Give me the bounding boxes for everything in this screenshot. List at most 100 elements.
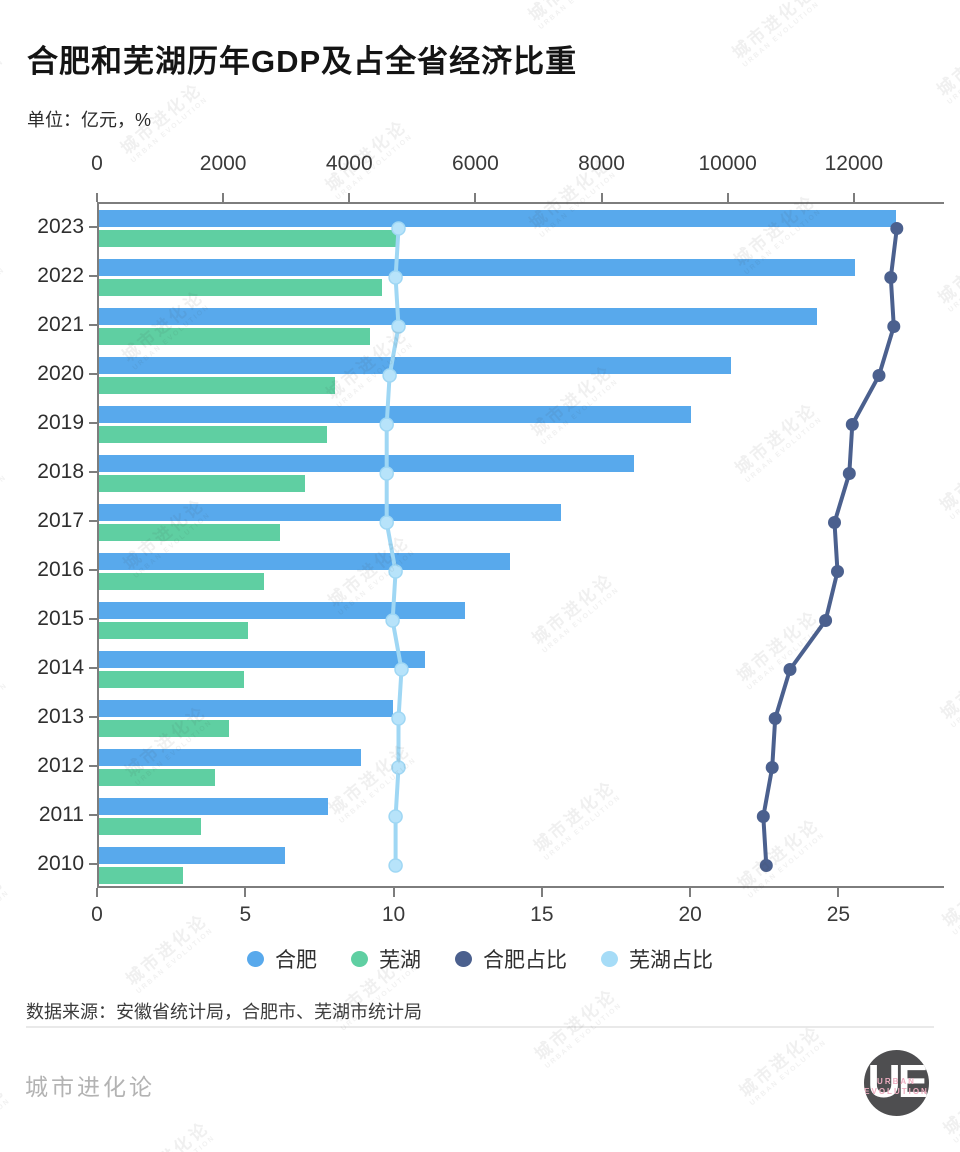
year-tick (89, 323, 97, 326)
year-label-2018: 2018 (37, 459, 84, 483)
hefei-share-point (831, 565, 844, 578)
year-label-2014: 2014 (37, 655, 84, 679)
logo-monogram: UE (867, 1055, 929, 1107)
brand-logo: UE URBAN EVOLUTION (864, 1050, 929, 1116)
top-axis-tick-label: 4000 (325, 152, 373, 175)
legend-item-合肥占比: 合肥占比 (455, 944, 567, 974)
year-tick (89, 568, 97, 571)
hefei-share-point (783, 663, 797, 676)
year-tick (89, 666, 97, 669)
year-tick (89, 862, 97, 865)
wuhu-share-point (391, 760, 406, 775)
legend-dot (351, 951, 368, 967)
hefei-share-point (884, 271, 898, 284)
wuhu-gdp-bar (99, 279, 383, 296)
hefei-share-point (756, 810, 770, 823)
bottom-axis-tick-label: 5 (239, 903, 252, 926)
top-axis-tick-label: 10000 (698, 152, 757, 175)
top-axis-tick (726, 193, 729, 202)
legend-item-合肥: 合肥 (247, 944, 317, 974)
legend-dot (247, 951, 264, 967)
legend-dot (455, 951, 472, 967)
plot-area (97, 202, 944, 888)
legend-label: 芜湖占比 (629, 949, 713, 972)
wuhu-share-point (379, 515, 394, 530)
bar-row-2017 (99, 498, 944, 547)
bottom-axis-tick (96, 888, 98, 897)
bar-row-2014 (99, 645, 944, 694)
hefei-share-point (765, 761, 779, 774)
bottom-axis-tick-label: 0 (91, 903, 103, 926)
source-note: 数据来源：安徽省统计局，合肥市、芜湖市统计局 (26, 1002, 422, 1022)
wuhu-gdp-bar (99, 720, 229, 737)
top-axis-tick (222, 193, 225, 202)
wuhu-share-point (391, 711, 406, 726)
bar-row-2016 (99, 547, 944, 596)
wuhu-gdp-bar (99, 769, 215, 786)
year-label-2012: 2012 (37, 753, 84, 777)
wuhu-share-point (379, 466, 394, 481)
top-axis-tick (600, 193, 603, 202)
year-label-2021: 2021 (37, 312, 84, 336)
bar-row-2022 (99, 253, 944, 302)
year-label-2022: 2022 (37, 263, 84, 287)
footer-brand: 城市进化论 (25, 1074, 155, 1100)
legend-item-芜湖: 芜湖 (351, 944, 421, 974)
hefei-share-point (842, 467, 856, 480)
year-tick (89, 617, 97, 620)
hefei-gdp-bar (99, 700, 394, 717)
hefei-gdp-bar (99, 749, 362, 766)
bottom-axis-tick (392, 888, 395, 897)
year-label-2010: 2010 (37, 851, 84, 875)
year-tick (89, 372, 97, 375)
bottom-axis-tick-label: 15 (530, 903, 554, 926)
hefei-gdp-bar (99, 504, 562, 521)
year-tick (89, 715, 97, 718)
year-label-2020: 2020 (37, 361, 84, 385)
year-label-2023: 2023 (37, 214, 84, 238)
bar-row-2015 (99, 596, 944, 645)
hefei-share-line (761, 226, 899, 868)
hefei-share-point (768, 712, 782, 725)
wuhu-gdp-bar (99, 426, 327, 443)
bottom-axis-tick (244, 888, 247, 897)
top-axis-tick-label: 2000 (199, 152, 247, 175)
hefei-gdp-bar (99, 553, 510, 570)
hefei-gdp-bar (99, 308, 818, 325)
year-label-2011: 2011 (38, 802, 84, 826)
hefei-gdp-bar (99, 651, 425, 668)
wuhu-gdp-bar (99, 573, 264, 590)
top-axis-tick-label: 12000 (824, 152, 884, 175)
wuhu-share-point (388, 809, 403, 824)
wuhu-share-point (391, 221, 406, 236)
hefei-share-point (759, 859, 773, 872)
bottom-axis-tick (837, 888, 840, 897)
hefei-share-point (890, 222, 904, 235)
wuhu-share-point (388, 858, 403, 873)
bottom-axis-tick-label: 25 (826, 903, 851, 926)
bar-row-2019 (99, 400, 944, 449)
top-axis-tick (474, 193, 477, 202)
top-axis-tick-label: 6000 (452, 152, 499, 175)
legend-label: 合肥占比 (483, 949, 567, 972)
top-axis-tick-label: 8000 (578, 152, 625, 175)
hefei-gdp-bar (99, 406, 691, 423)
year-label-2015: 2015 (37, 606, 84, 630)
legend-dot (601, 951, 618, 967)
bottom-axis-tick-label: 10 (381, 903, 406, 926)
bottom-axis-tick (540, 888, 543, 897)
bottom-axis-tick-label: 20 (678, 903, 702, 926)
legend: 合肥 芜湖 合肥占比 芜湖占比 (0, 941, 960, 977)
hefei-gdp-bar (99, 357, 732, 374)
hefei-gdp-bar (99, 602, 465, 619)
wuhu-gdp-bar (99, 818, 201, 835)
wuhu-gdp-bar (99, 622, 248, 639)
top-axis-tick-label: 0 (91, 152, 103, 175)
year-tick (89, 225, 97, 228)
wuhu-share-line (384, 226, 404, 868)
year-tick (89, 764, 97, 767)
bar-row-2023 (99, 204, 944, 253)
wuhu-share-point (388, 564, 403, 579)
